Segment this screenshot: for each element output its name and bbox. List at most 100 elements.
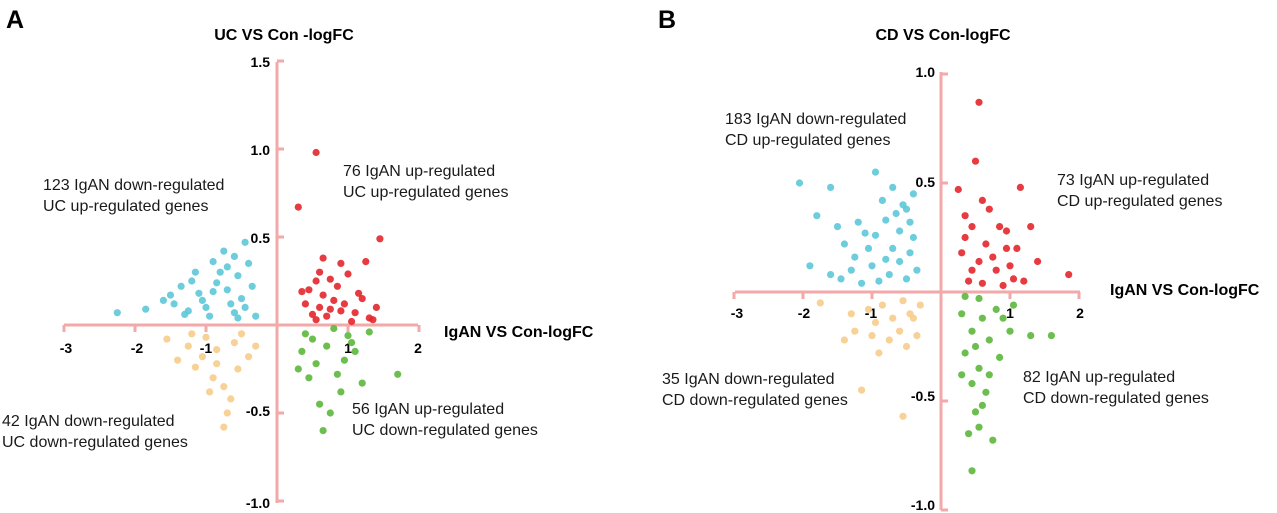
panel-b-point-updown [975,364,983,372]
panel-a-point-upup [376,235,384,243]
panel-a-title: UC VS Con -logFC [214,27,354,44]
panel-b-point-downup [858,279,866,287]
panel-b-point-downup [902,275,911,283]
panel-b-point-upup [954,185,962,194]
panel-b-point-downup [909,233,918,242]
panel-b-point-updown [958,371,966,379]
panel-a-point-downup [213,279,221,287]
panel-b-point-updown [978,314,987,322]
panel-a-point-upup [319,291,327,299]
panel-a-point-upup [308,310,317,318]
panel-a-point-downup [181,310,189,318]
panel-b-point-downup [899,201,907,209]
panel-a-y-tick-label: 1.5 [251,54,271,70]
panel-b: B CD VS Con-logFC IgAN VS Con-logFC -3 -… [658,6,1260,513]
panel-a-point-downdown [237,330,246,338]
panel-b-point-upup [1034,257,1042,266]
panel-a-point-downdown [213,346,221,354]
panel-b-annotation-down-down: 35 IgAN down-regulated CD down-regulated… [662,371,848,409]
panel-a-point-downup [113,309,121,317]
panel-b-point-updown [989,436,997,444]
panel-a-point-downup [159,296,167,304]
panel-b-point-updown [971,408,980,416]
panel-b-point-downdown [871,318,880,327]
panel-b-point-downdown [902,342,911,351]
panel-a-point-upup [355,289,363,297]
panel-a-point-downup [202,303,210,311]
panel-a-point-downdown [230,339,238,347]
panel-b-point-downup [813,212,821,220]
panel-b-point-updown [985,371,993,379]
panel-a-point-downdown [213,360,221,368]
panel-b-point-updown [1006,327,1014,335]
panel-a: A UC VS Con -logFC IgAN VS Con-logFC -3 … [2,6,594,511]
panel-b-point-updown [961,292,969,300]
panel-a-point-upup [312,316,320,324]
panel-a-point-downup [252,312,260,320]
panel-b-point-downup [896,227,904,235]
panel-a-y-tick-label: 1.0 [251,142,271,158]
panel-a-annotation-up-down: 56 IgAN up-regulated UC down-regulated g… [352,401,538,439]
panel-a-point-updown [348,339,356,347]
panel-a-point-downdown [188,330,196,338]
panel-a-point-upup [326,305,334,313]
panel-b-point-upup [985,205,993,213]
panel-a-point-upup [351,309,359,317]
panel-a-point-downdown [234,365,242,373]
panel-b-point-upup [1027,223,1035,231]
panel-a-point-downup [209,258,217,266]
panel-b-point-downup [833,223,842,231]
panel-b-point-downup [875,277,883,285]
panel-a-x-tick-label: -3 [60,340,73,356]
panel-a-point-upup [330,296,338,304]
panel-a-point-downup [209,288,217,296]
panel-b-point-upup [958,249,966,257]
panel-b-point-downup [882,216,890,224]
panel-a-point-upup [312,277,320,285]
panel-b-x-tick-label: -3 [731,305,744,321]
panel-b-point-upup [971,157,980,165]
panel-a-x-axis-title: IgAN VS Con-logFC [444,324,594,341]
panel-a-point-updown [308,335,317,343]
panel-b-point-updown [958,310,966,318]
panel-b-point-upup [961,212,969,220]
panel-a-point-downup [230,252,238,260]
panel-a-point-downdown [223,409,231,417]
panel-a-point-upup [326,275,334,283]
panel-a-point-updown [316,400,324,408]
panel-b-point-updown [999,314,1007,322]
panel-b-point-downdown [899,412,907,420]
panel-b-point-updown [968,467,976,475]
panel-b-point-updown [978,401,987,409]
panel-b-point-downup [889,183,897,191]
panel-a-point-downup [220,247,228,255]
panel-b-point-downdown [868,332,876,340]
panel-b-point-downdown [885,336,893,344]
panel-b-point-downup [885,271,893,279]
panel-a-point-updown [340,356,348,364]
panel-b-point-downdown [840,336,849,344]
panel-b-annotation-up-up: 73 IgAN up-regulated CD up-regulated gen… [1057,172,1222,210]
panel-b-point-downdown [916,301,924,309]
panel-b-point-updown [968,327,976,335]
panel-b-point-downdown [889,314,897,322]
panel-a-point-downup [142,305,150,313]
panel-b-point-downup [854,218,862,226]
panel-b-point-downup [827,183,835,191]
panel-a-point-upup [358,295,366,303]
panel-b-point-downup [851,253,859,261]
panel-b-y-tick-label: -1.0 [911,497,935,513]
panel-a-point-updown [394,370,402,378]
panel-b-point-updown [992,305,1000,313]
panel-b-point-upup [992,266,1000,274]
panel-b-x-tick-label: 2 [1076,305,1084,321]
panel-b-point-downup [878,196,887,204]
panel-b-point-downup [913,266,921,274]
panel-b-point-downdown [913,332,921,340]
panel-a-point-updown [330,324,338,333]
panel-b-point-downup [889,244,897,252]
panel-a-point-upup [323,312,331,320]
panel-a-point-upup [372,303,380,311]
panel-b-point-upup [1016,183,1024,191]
